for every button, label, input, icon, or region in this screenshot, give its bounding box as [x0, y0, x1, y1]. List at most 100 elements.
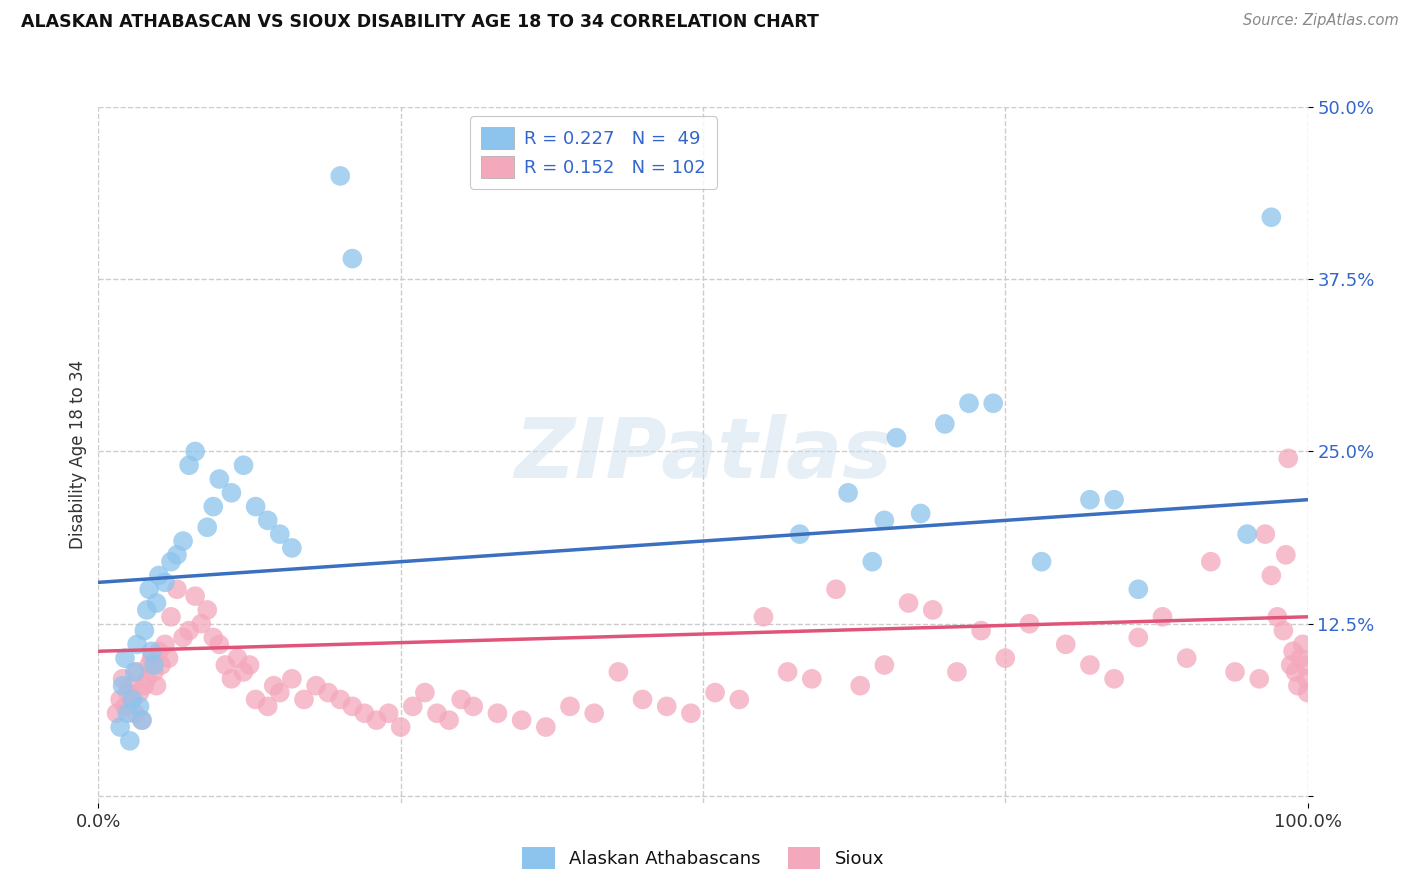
- Legend: Alaskan Athabascans, Sioux: Alaskan Athabascans, Sioux: [513, 838, 893, 879]
- Point: [981, 396, 1004, 410]
- Point: [117, 706, 139, 721]
- Point: [1292, 637, 1315, 651]
- Point: [426, 706, 449, 721]
- Point: [873, 658, 896, 673]
- Point: [157, 651, 180, 665]
- Point: [141, 644, 163, 658]
- Point: [728, 692, 751, 706]
- Point: [789, 527, 811, 541]
- Point: [800, 672, 823, 686]
- Point: [127, 637, 149, 651]
- Point: [1279, 658, 1302, 673]
- Point: [138, 658, 160, 673]
- Point: [184, 589, 207, 603]
- Point: [1175, 651, 1198, 665]
- Point: [1102, 492, 1125, 507]
- Text: ZIPatlas: ZIPatlas: [515, 415, 891, 495]
- Point: [148, 644, 170, 658]
- Point: [1128, 631, 1150, 645]
- Point: [221, 485, 243, 500]
- Point: [558, 699, 581, 714]
- Point: [232, 665, 254, 679]
- Point: [655, 699, 678, 714]
- Point: [114, 699, 136, 714]
- Point: [776, 665, 799, 679]
- Point: [256, 513, 278, 527]
- Point: [150, 658, 173, 673]
- Point: [342, 699, 364, 714]
- Point: [1260, 568, 1282, 582]
- Point: [172, 534, 194, 549]
- Point: [934, 417, 956, 431]
- Point: [111, 672, 134, 686]
- Point: [111, 679, 134, 693]
- Point: [437, 713, 460, 727]
- Point: [1018, 616, 1040, 631]
- Point: [195, 603, 218, 617]
- Point: [1128, 582, 1150, 597]
- Point: [145, 596, 167, 610]
- Point: [1282, 644, 1305, 658]
- Point: [1284, 665, 1306, 679]
- Point: [377, 706, 399, 721]
- Point: [704, 685, 727, 699]
- Point: [450, 692, 472, 706]
- Point: [143, 658, 166, 673]
- Point: [184, 444, 207, 458]
- Point: [177, 624, 201, 638]
- Point: [134, 624, 156, 638]
- Text: ALASKAN ATHABASCAN VS SIOUX DISABILITY AGE 18 TO 34 CORRELATION CHART: ALASKAN ATHABASCAN VS SIOUX DISABILITY A…: [21, 13, 818, 31]
- Point: [366, 713, 388, 727]
- Point: [128, 685, 150, 699]
- Point: [177, 458, 201, 473]
- Point: [208, 637, 231, 651]
- Point: [486, 706, 509, 721]
- Point: [1031, 555, 1053, 569]
- Point: [849, 679, 872, 693]
- Point: [946, 665, 969, 679]
- Point: [131, 713, 153, 727]
- Point: [153, 637, 176, 651]
- Point: [121, 692, 143, 706]
- Point: [353, 706, 375, 721]
- Point: [105, 706, 128, 721]
- Point: [510, 713, 533, 727]
- Point: [886, 431, 908, 445]
- Point: [141, 651, 163, 665]
- Point: [239, 658, 262, 673]
- Point: [1296, 685, 1319, 699]
- Point: [825, 582, 848, 597]
- Point: [1152, 609, 1174, 624]
- Point: [214, 658, 236, 673]
- Point: [145, 679, 167, 693]
- Point: [860, 555, 883, 569]
- Point: [329, 692, 352, 706]
- Point: [160, 555, 183, 569]
- Point: [143, 665, 166, 679]
- Point: [413, 685, 436, 699]
- Point: [124, 706, 146, 721]
- Point: [897, 596, 920, 610]
- Point: [1254, 527, 1277, 541]
- Point: [910, 507, 932, 521]
- Point: [583, 706, 606, 721]
- Point: [153, 575, 176, 590]
- Point: [172, 631, 194, 645]
- Point: [232, 458, 254, 473]
- Point: [342, 252, 364, 266]
- Point: [1102, 672, 1125, 686]
- Point: [138, 582, 160, 597]
- Point: [269, 685, 291, 699]
- Point: [1275, 548, 1298, 562]
- Point: [921, 603, 943, 617]
- Point: [837, 485, 859, 500]
- Point: [202, 631, 225, 645]
- Point: [994, 651, 1017, 665]
- Point: [957, 396, 980, 410]
- Point: [679, 706, 702, 721]
- Point: [269, 527, 291, 541]
- Point: [463, 699, 485, 714]
- Point: [1236, 527, 1258, 541]
- Point: [292, 692, 315, 706]
- Point: [108, 720, 131, 734]
